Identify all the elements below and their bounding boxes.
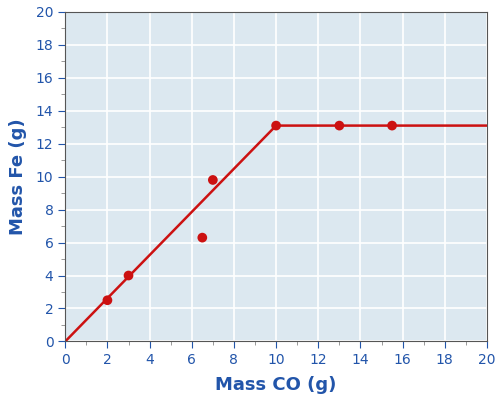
Point	[198, 235, 206, 241]
Point	[387, 122, 395, 129]
Y-axis label: Mass Fe (g): Mass Fe (g)	[10, 118, 28, 235]
Point	[335, 122, 343, 129]
Point	[272, 122, 280, 129]
X-axis label: Mass CO (g): Mass CO (g)	[215, 376, 336, 393]
Point	[124, 272, 132, 279]
Point	[208, 177, 216, 183]
Point	[103, 297, 111, 303]
